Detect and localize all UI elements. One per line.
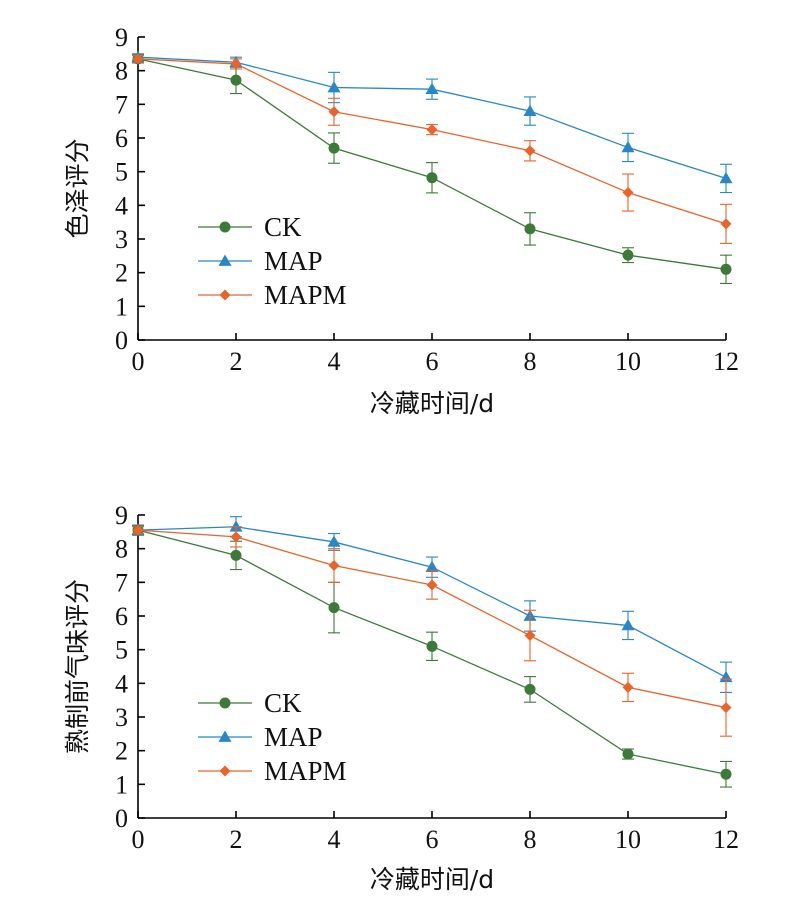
data-point-ck (720, 263, 732, 275)
y-axis-title: 色泽评分 (63, 138, 92, 238)
data-point-ck (622, 249, 634, 261)
y-tick-label: 0 (115, 804, 128, 833)
data-point-mapm (720, 702, 732, 714)
y-tick-label: 9 (115, 23, 128, 52)
y-axis-title: 熟制前气味评分 (63, 579, 92, 754)
data-point-map (425, 82, 439, 95)
legend: CK MAP MAPM (198, 688, 347, 786)
data-point-mapm (622, 681, 634, 693)
x-tick-label: 10 (615, 825, 641, 854)
data-point-map (327, 81, 341, 93)
data-point-map (425, 560, 439, 573)
legend-marker-mapm (219, 765, 231, 777)
data-point-ck (426, 172, 438, 184)
y-tick-label: 7 (115, 568, 128, 597)
series-map (131, 516, 733, 693)
legend-marker-mapm (219, 289, 231, 301)
data-point-ck (524, 223, 536, 235)
y-tick-label: 9 (115, 501, 128, 530)
data-point-mapm (426, 124, 438, 136)
data-point-map (523, 104, 537, 116)
data-point-map (719, 171, 733, 184)
data-point-ck (230, 549, 242, 561)
legend-label-ck: CK (264, 688, 302, 718)
x-tick-label: 2 (230, 347, 243, 376)
data-point-mapm (132, 524, 144, 536)
legend-label-mapm: MAPM (264, 280, 347, 310)
data-point-mapm (230, 58, 242, 70)
y-tick-label: 2 (115, 737, 128, 766)
data-point-mapm (426, 579, 438, 591)
x-tick-label: 0 (132, 347, 145, 376)
data-point-map (621, 618, 635, 631)
x-tick-label: 6 (426, 347, 439, 376)
data-point-map (229, 520, 243, 532)
data-point-map (621, 140, 635, 153)
data-point-map (327, 535, 341, 547)
data-point-ck (622, 748, 634, 760)
series-mapm (132, 53, 732, 244)
legend-label-map: MAP (264, 246, 323, 276)
y-tick-label: 6 (115, 602, 128, 631)
legend-label-map: MAP (264, 722, 323, 752)
x-tick-label: 4 (328, 347, 341, 376)
x-tick-label: 4 (328, 825, 341, 854)
legend: CK MAP MAPM (198, 212, 347, 310)
data-point-mapm (524, 145, 536, 157)
legend-marker-map (218, 254, 232, 266)
x-tick-label: 8 (524, 347, 537, 376)
legend-label-ck: CK (264, 212, 302, 242)
y-tick-label: 1 (115, 770, 128, 799)
y-tick-label: 8 (115, 535, 128, 564)
data-point-mapm (132, 53, 144, 65)
y-tick-label: 5 (115, 158, 128, 187)
data-point-ck (328, 142, 340, 154)
x-tick-label: 0 (132, 825, 145, 854)
legend-label-mapm: MAPM (264, 756, 347, 786)
data-point-mapm (328, 560, 340, 571)
data-point-ck (230, 74, 242, 86)
y-tick-label: 2 (115, 259, 128, 288)
data-point-ck (426, 640, 438, 652)
y-tick-label: 3 (115, 225, 128, 254)
y-tick-label: 3 (115, 703, 128, 732)
x-axis-title: 冷藏时间/d (370, 865, 494, 894)
data-point-mapm (524, 630, 536, 642)
x-tick-label: 10 (615, 347, 641, 376)
y-tick-label: 4 (115, 669, 128, 698)
y-tick-label: 1 (115, 292, 128, 321)
data-point-ck (328, 602, 340, 614)
x-tick-label: 6 (426, 825, 439, 854)
series-line-map (137, 56, 727, 180)
x-tick-label: 2 (230, 825, 243, 854)
data-point-mapm (230, 531, 242, 543)
data-point-ck (524, 683, 536, 695)
x-axis-title: 冷藏时间/d (370, 389, 494, 418)
data-point-ck (720, 768, 732, 780)
data-point-mapm (622, 187, 634, 199)
series-mapm (132, 524, 732, 737)
data-point-mapm (328, 106, 340, 118)
x-tick-label: 12 (713, 347, 739, 376)
legend-marker-ck (219, 221, 231, 233)
y-tick-label: 5 (115, 636, 128, 665)
data-point-mapm (720, 218, 732, 230)
y-tick-label: 4 (115, 191, 128, 220)
legend-marker-ck (219, 697, 231, 709)
legend-marker-map (218, 730, 232, 742)
y-tick-label: 0 (115, 326, 128, 355)
y-tick-label: 7 (115, 90, 128, 119)
x-tick-label: 8 (524, 825, 537, 854)
y-tick-label: 6 (115, 124, 128, 153)
x-tick-label: 12 (713, 825, 739, 854)
y-tick-label: 8 (115, 57, 128, 86)
